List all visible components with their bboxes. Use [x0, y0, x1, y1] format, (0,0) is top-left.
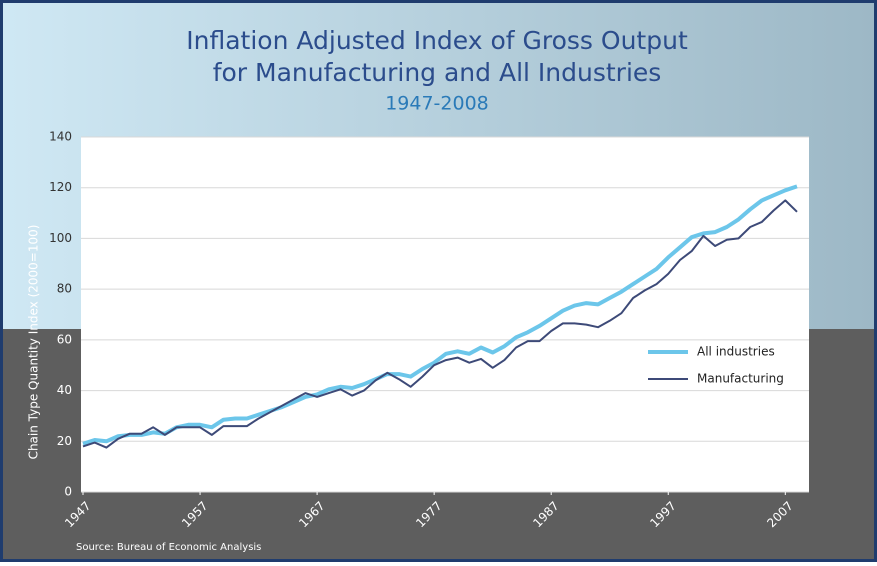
y-tick-label: 0 [64, 485, 72, 499]
y-tick-label: 60 [57, 332, 72, 346]
legend-label: All industries [697, 345, 775, 359]
y-tick-label: 40 [57, 383, 72, 397]
chart-title: Inflation Adjusted Index of Gross Output [186, 26, 688, 55]
plot-area [81, 137, 809, 492]
y-tick-label: 120 [49, 180, 72, 194]
chart-title: for Manufacturing and All Industries [213, 58, 662, 87]
y-axis-label: Chain Type Quantity Index (2000=100) [27, 225, 41, 460]
source: Source: Bureau of Economic Analysis [76, 542, 261, 553]
y-tick-label: 100 [49, 231, 72, 245]
chart-subtitle: 1947-2008 [385, 93, 489, 115]
series-line [82, 184, 798, 446]
legend-label: Manufacturing [697, 372, 784, 386]
series-line [82, 199, 798, 449]
y-tick-label: 80 [57, 282, 72, 296]
y-tick-label: 140 [49, 130, 72, 144]
y-tick-label: 20 [57, 434, 72, 448]
